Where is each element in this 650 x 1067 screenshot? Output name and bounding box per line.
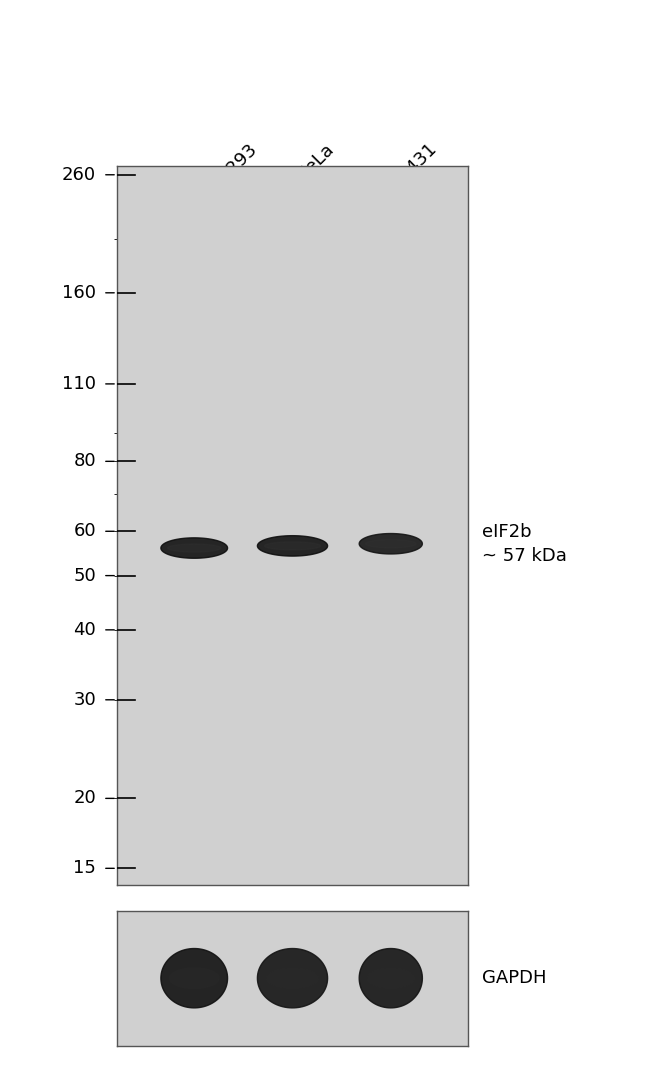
Polygon shape <box>359 534 422 554</box>
Polygon shape <box>257 949 328 1008</box>
Text: 40: 40 <box>73 621 96 639</box>
Text: 60: 60 <box>73 522 96 540</box>
Text: 110: 110 <box>62 375 96 393</box>
Polygon shape <box>257 536 328 556</box>
Text: HeLa: HeLa <box>292 140 337 185</box>
Text: A-431: A-431 <box>391 140 441 190</box>
Polygon shape <box>359 949 422 1008</box>
Text: 20: 20 <box>73 790 96 808</box>
Text: HEK-293: HEK-293 <box>194 140 261 206</box>
Polygon shape <box>161 538 227 558</box>
Text: 260: 260 <box>62 165 96 184</box>
Polygon shape <box>161 949 227 1008</box>
Text: 160: 160 <box>62 284 96 302</box>
Polygon shape <box>367 968 415 989</box>
Text: eIF2b
~ 57 kDa: eIF2b ~ 57 kDa <box>482 523 567 564</box>
Polygon shape <box>168 544 221 552</box>
Polygon shape <box>365 540 416 547</box>
Text: 15: 15 <box>73 859 96 877</box>
Polygon shape <box>169 968 219 989</box>
Polygon shape <box>266 968 318 989</box>
Text: GAPDH: GAPDH <box>482 969 547 987</box>
Text: 80: 80 <box>73 452 96 471</box>
Text: 50: 50 <box>73 567 96 585</box>
Text: 30: 30 <box>73 690 96 708</box>
Polygon shape <box>265 542 320 550</box>
